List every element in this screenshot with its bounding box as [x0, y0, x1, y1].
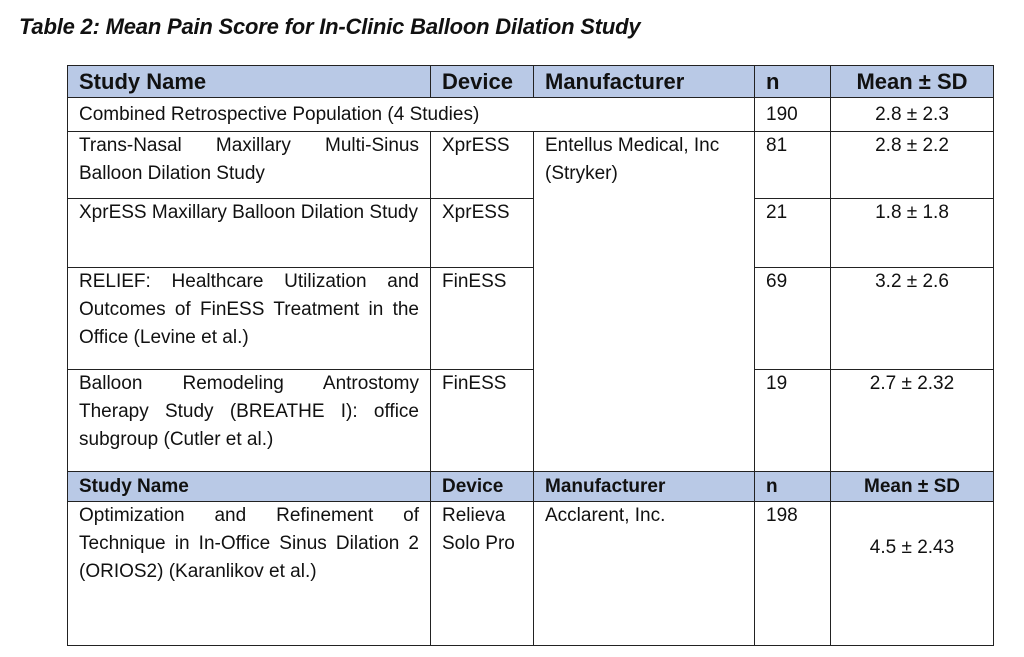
header-manufacturer: Manufacturer: [533, 471, 755, 502]
device-cell: XprESS: [430, 198, 534, 268]
study-name-cell: Balloon Remodeling Antrostomy Therapy St…: [67, 369, 431, 472]
table-row: Optimization and Refinement of Technique…: [67, 501, 994, 646]
header-mean-sd: Mean ± SD: [830, 471, 994, 502]
study-name-cell: RELIEF: Healthcare Utilization and Outco…: [67, 267, 431, 370]
device-cell: FinESS: [430, 267, 534, 370]
manufacturer-cell-acclarent: Acclarent, Inc.: [533, 501, 755, 646]
mean-sd-cell: 2.8 ± 2.2: [830, 131, 994, 199]
study-name-cell: XprESS Maxillary Balloon Dilation Study: [67, 198, 431, 268]
table-row: RELIEF: Healthcare Utilization and Outco…: [67, 267, 994, 370]
header-n: n: [754, 65, 831, 98]
table-header-row-secondary: Study Name Device Manufacturer n Mean ± …: [67, 471, 994, 502]
device-cell: FinESS: [430, 369, 534, 472]
n-cell: 198: [754, 501, 831, 646]
header-n: n: [754, 471, 831, 502]
header-manufacturer: Manufacturer: [533, 65, 755, 98]
mean-sd-cell: 2.7 ± 2.32: [830, 369, 994, 472]
table-header-row: Study Name Device Manufacturer n Mean ± …: [67, 65, 994, 98]
header-study-name: Study Name: [67, 65, 431, 98]
table-row-combined: Combined Retrospective Population (4 Stu…: [67, 97, 994, 132]
table-caption: Table 2: Mean Pain Score for In-Clinic B…: [19, 14, 641, 39]
manufacturer-cell-entellus: Entellus Medical, Inc (Stryker): [533, 131, 755, 472]
mean-sd-cell: 1.8 ± 1.8: [830, 198, 994, 268]
combined-label: Combined Retrospective Population (4 Stu…: [67, 97, 755, 132]
mean-sd-cell: 3.2 ± 2.6: [830, 267, 994, 370]
table-row: XprESS Maxillary Balloon Dilation Study …: [67, 198, 994, 268]
n-cell: 81: [754, 131, 831, 199]
n-cell: 21: [754, 198, 831, 268]
header-device: Device: [430, 471, 534, 502]
pain-score-table: Study Name Device Manufacturer n Mean ± …: [67, 65, 994, 646]
table-row: Balloon Remodeling Antrostomy Therapy St…: [67, 369, 994, 472]
header-device: Device: [430, 65, 534, 98]
header-mean-sd: Mean ± SD: [830, 65, 994, 98]
combined-n: 190: [754, 97, 831, 132]
n-cell: 69: [754, 267, 831, 370]
table-row: Trans-Nasal Maxillary Multi-Sinus Balloo…: [67, 131, 994, 472]
device-cell: Relieva Solo Pro: [430, 501, 534, 646]
header-study-name: Study Name: [67, 471, 431, 502]
mean-sd-cell: 4.5 ± 2.43: [830, 501, 994, 646]
study-name-cell: Optimization and Refinement of Technique…: [67, 501, 431, 646]
study-name-cell: Trans-Nasal Maxillary Multi-Sinus Balloo…: [67, 131, 431, 199]
n-cell: 19: [754, 369, 831, 472]
device-cell: XprESS: [430, 131, 534, 199]
combined-mean-sd: 2.8 ± 2.3: [830, 97, 994, 132]
